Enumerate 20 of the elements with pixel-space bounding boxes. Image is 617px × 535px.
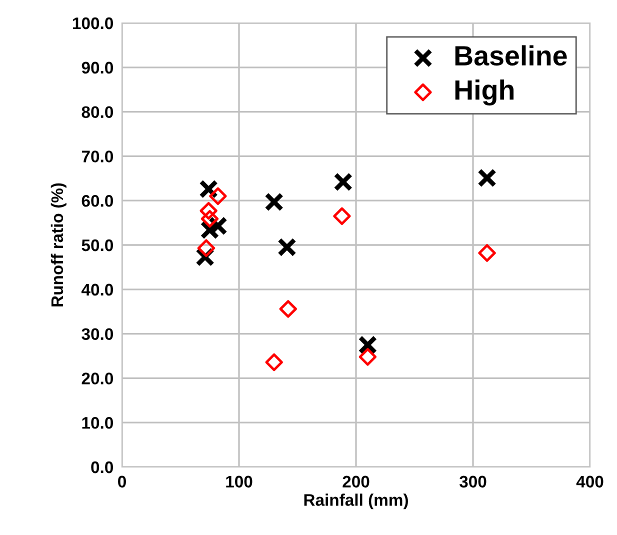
y-tick-label: 100.0 [73, 17, 113, 30]
y-tick-label: 30.0 [82, 328, 113, 340]
x-tick-label: 100 [226, 476, 252, 488]
x-tick-label: 400 [576, 476, 604, 488]
x-tick-label: 200 [342, 476, 370, 488]
legend-label: High [455, 79, 514, 106]
y-tick-label: 70.0 [82, 150, 113, 162]
x-axis-title: Rainfall (mm) [304, 494, 408, 510]
y-tick-label: 50.0 [82, 239, 113, 252]
legend-label: Baseline [455, 45, 567, 66]
y-tick-label: 60.0 [82, 195, 113, 207]
y-tick-label: 10.0 [82, 417, 113, 429]
y-tick-label: 80.0 [82, 106, 113, 118]
y-tick-label: 40.0 [81, 284, 113, 296]
x-tick-label: 300 [459, 476, 486, 488]
x-tick-label: 0 [118, 476, 126, 488]
y-axis-title: Runoff ratio (%) [50, 183, 66, 306]
y-tick-label: 90.0 [82, 62, 113, 74]
y-tick-label: 0.0 [91, 461, 113, 474]
y-tick-label: 20.0 [82, 372, 113, 384]
